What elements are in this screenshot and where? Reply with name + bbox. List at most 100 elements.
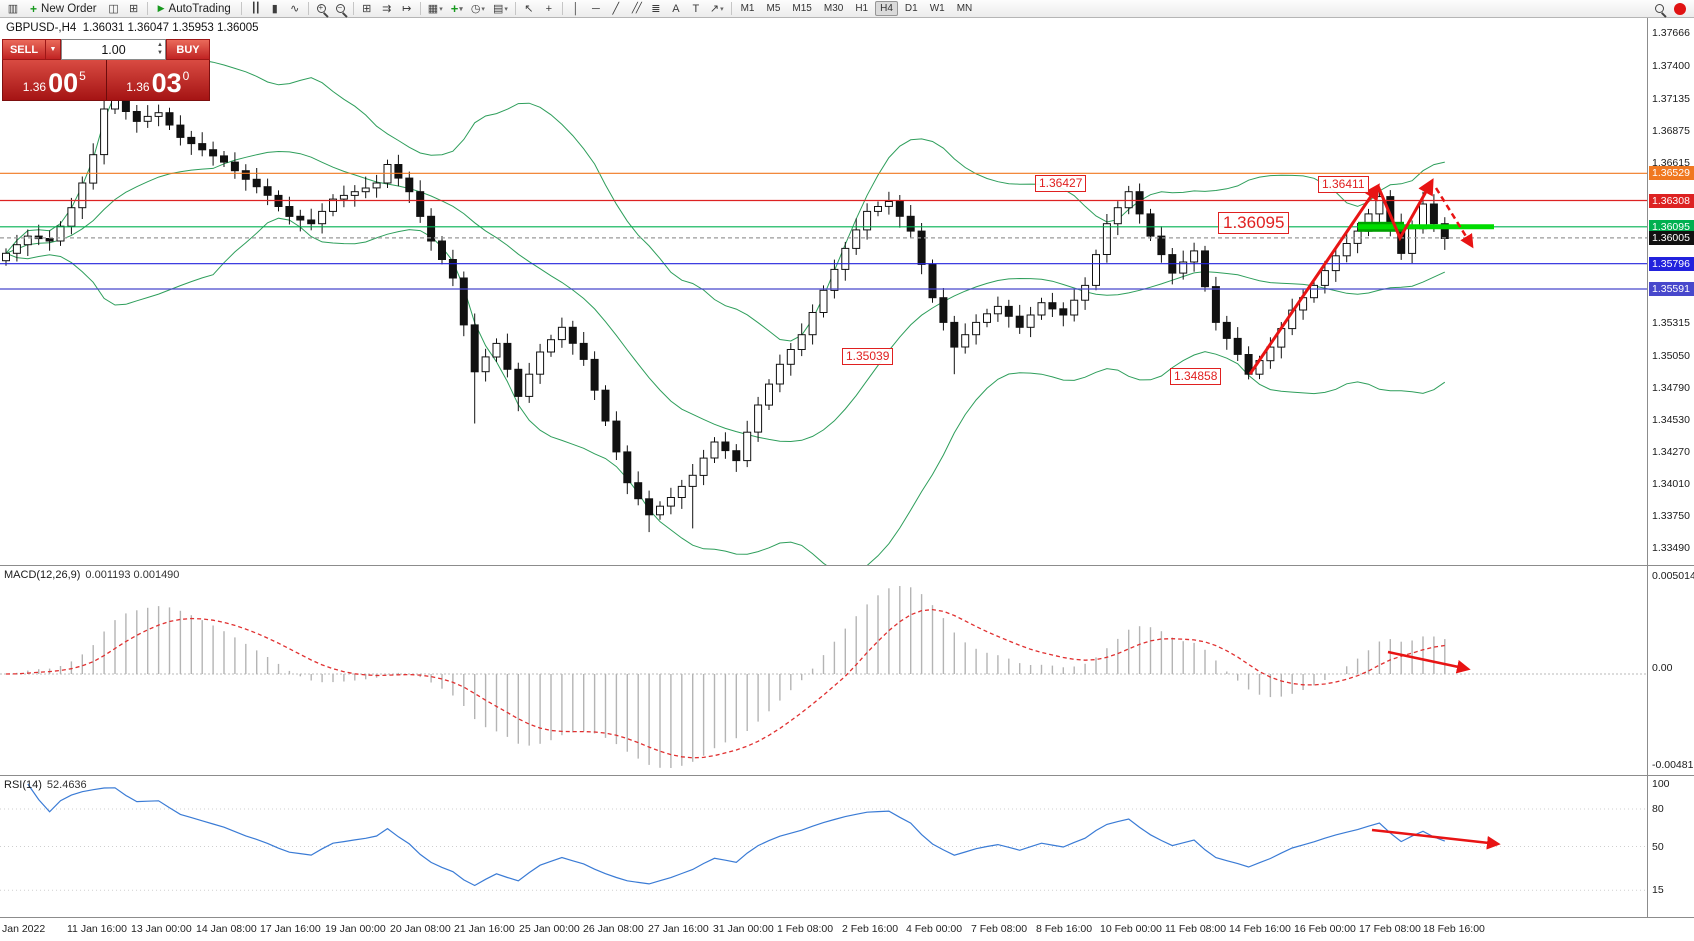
templates-icon[interactable]: ▤ ▾ <box>490 1 511 16</box>
trendline-icon[interactable]: ╱ <box>607 1 625 16</box>
line-chart-icon[interactable]: ∿ <box>286 1 304 16</box>
time-axis-label: 1 Feb 08:00 <box>777 923 834 935</box>
buy-price-display[interactable]: 1.36 03 0 <box>105 60 209 100</box>
price-tick: 1.33490 <box>1652 542 1690 554</box>
time-axis-label: 21 Jan 16:00 <box>454 923 515 935</box>
rsi-axis-tick: 50 <box>1652 841 1664 853</box>
timeframe-mn[interactable]: MN <box>951 1 978 16</box>
new-order-button[interactable]: + New Order <box>23 1 104 17</box>
chart-shift-icon[interactable]: ↦ <box>398 1 416 16</box>
price-line-label: 1.36095 <box>1649 220 1694 234</box>
zoom-in-icon[interactable]: + <box>316 3 326 13</box>
time-axis-label: 17 Jan 16:00 <box>260 923 321 935</box>
timeframe-h1[interactable]: H1 <box>850 1 874 16</box>
time-axis-label: 13 Jan 00:00 <box>131 923 192 935</box>
rsi-value: 52.4636 <box>46 779 87 791</box>
time-axis-label: 14 Feb 16:00 <box>1229 923 1291 935</box>
price-tick: 1.37400 <box>1652 60 1690 72</box>
one-click-trading-panel: SELL ▼ 1.00 ▲ ▼ BUY 1.36 00 5 1.36 03 0 <box>2 39 210 101</box>
price-tick: 1.34790 <box>1652 382 1690 394</box>
toolbar-separator <box>419 2 421 15</box>
time-axis-label: 11 Jan 16:00 <box>67 923 127 935</box>
text-label-icon[interactable]: T <box>687 1 705 16</box>
price-tick: 1.34530 <box>1652 414 1690 426</box>
new-chart-icon[interactable]: ▦ ▾ <box>425 1 446 16</box>
time-axis-label: 20 Jan 08:00 <box>390 923 451 935</box>
dropdown-caret-icon: ▾ <box>439 5 443 13</box>
sell-price-display[interactable]: 1.36 00 5 <box>3 60 106 100</box>
timeframe-m15[interactable]: M15 <box>787 1 817 16</box>
volume-value[interactable]: 1.00 <box>101 42 126 57</box>
zoom-out-icon[interactable]: − <box>335 3 345 13</box>
fibonacci-icon[interactable]: ≣ <box>647 1 665 16</box>
time-axis-label: 18 Feb 16:00 <box>1423 923 1485 935</box>
rsi-name: RSI(14) <box>4 779 42 791</box>
price-tick: 1.37666 <box>1652 27 1690 39</box>
buy-price-prefix: 1.36 <box>126 80 150 94</box>
price-line-label: 1.35796 <box>1649 257 1694 271</box>
timeframe-m5[interactable]: M5 <box>761 1 786 16</box>
time-axis: Jan 2022 11 Jan 16:00 13 Jan 00:00 14 Jan 0… <box>0 917 1694 941</box>
timeframe-w1[interactable]: W1 <box>924 1 950 16</box>
charts-cascade-icon[interactable]: ◫ <box>105 1 123 16</box>
macd-canvas[interactable] <box>0 566 1648 775</box>
one-click-settings-dropdown[interactable]: ▼ <box>46 39 61 60</box>
candlestick-chart-icon[interactable]: ▮ <box>266 1 284 16</box>
symbol-period-label: GBPUSD-,H4 <box>6 22 77 34</box>
dropdown-caret-icon: ▾ <box>720 5 724 13</box>
chart-window-icon[interactable]: ▥ <box>4 1 22 16</box>
time-axis-label: 16 Feb 00:00 <box>1294 923 1356 935</box>
text-icon[interactable]: A <box>667 1 685 16</box>
charts-tile-icon[interactable]: ⊞ <box>125 1 143 16</box>
bar-chart-icon[interactable]: ┃┃ <box>246 1 264 16</box>
time-axis-label: 4 Feb 00:00 <box>906 923 963 935</box>
rsi-canvas[interactable] <box>0 776 1648 917</box>
main-chart-plot: GBPUSD-,H4 1.36031 1.36047 1.35953 1.360… <box>0 18 1648 565</box>
ohlc-values: 1.36031 1.36047 1.35953 1.36005 <box>82 22 259 34</box>
autotrading-button[interactable]: ▶ AutoTrading <box>151 1 238 17</box>
timeframe-bar: M1 M5 M15 M30 H1 H4 D1 W1 MN <box>735 1 979 16</box>
time-axis-label: 10 Feb 00:00 <box>1100 923 1162 935</box>
timeframe-m1[interactable]: M1 <box>735 1 760 16</box>
timeframe-h4[interactable]: H4 <box>874 1 899 16</box>
price-tick: 1.35050 <box>1652 350 1690 362</box>
volume-up-icon[interactable]: ▲ <box>157 42 163 48</box>
price-tick: 1.37135 <box>1652 93 1690 105</box>
sell-button[interactable]: SELL <box>2 39 46 60</box>
time-axis-label: 11 Feb 08:00 <box>1165 923 1227 935</box>
arrows-icon[interactable]: ↗ ▾ <box>707 1 727 16</box>
time-axis-label: 7 Feb 08:00 <box>971 923 1028 935</box>
cursor-icon[interactable]: ↖ <box>520 1 538 16</box>
chart-quote-header: GBPUSD-,H4 1.36031 1.36047 1.35953 1.360… <box>6 22 259 34</box>
volume-spinner: ▲ ▼ <box>157 41 163 57</box>
tile-windows-icon[interactable]: ⊞ <box>358 1 376 16</box>
periods-icon[interactable]: ◷ ▾ <box>468 1 488 16</box>
toolbar-separator <box>561 2 563 15</box>
price-tick: 1.33750 <box>1652 510 1690 522</box>
time-axis-label: Jan 2022 <box>2 923 46 935</box>
auto-scroll-icon[interactable]: ⇉ <box>378 1 396 16</box>
indicators-icon[interactable]: + ▾ <box>448 1 466 16</box>
price-line-label: 1.36005 <box>1649 231 1694 245</box>
volume-field[interactable]: 1.00 ▲ ▼ <box>61 39 166 60</box>
timeframe-d1[interactable]: D1 <box>899 1 923 16</box>
macd-axis-tick: 0.005014 <box>1652 570 1694 582</box>
play-icon: ▶ <box>157 3 165 13</box>
macd-axis-tick: -0.004812 <box>1652 759 1694 771</box>
dropdown-caret-icon: ▾ <box>481 5 485 13</box>
search-icon[interactable] <box>1655 4 1664 13</box>
price-scale: 1.37666 1.37400 1.37135 1.36875 1.36615 1.353… <box>1649 18 1694 565</box>
price-chart-canvas[interactable] <box>0 18 1648 565</box>
macd-indicator-panel: MACD(12,26,9) 0.001193 0.001490 0.005014 0… <box>0 565 1694 775</box>
rsi-label: RSI(14) 52.4636 <box>4 779 87 791</box>
main-chart-panel: GBPUSD-,H4 1.36031 1.36047 1.35953 1.360… <box>0 18 1694 565</box>
horizontal-line-icon[interactable]: ─ <box>587 1 605 16</box>
timeframe-m30[interactable]: M30 <box>818 1 848 16</box>
crosshair-icon[interactable]: + <box>540 1 558 16</box>
buy-button[interactable]: BUY <box>166 39 210 60</box>
toolbar-separator <box>352 2 354 15</box>
vertical-line-icon[interactable]: │ <box>567 1 585 16</box>
toolbar-separator <box>146 2 148 15</box>
channel-icon[interactable]: ╱╱ <box>627 1 645 16</box>
volume-down-icon[interactable]: ▼ <box>157 50 163 56</box>
